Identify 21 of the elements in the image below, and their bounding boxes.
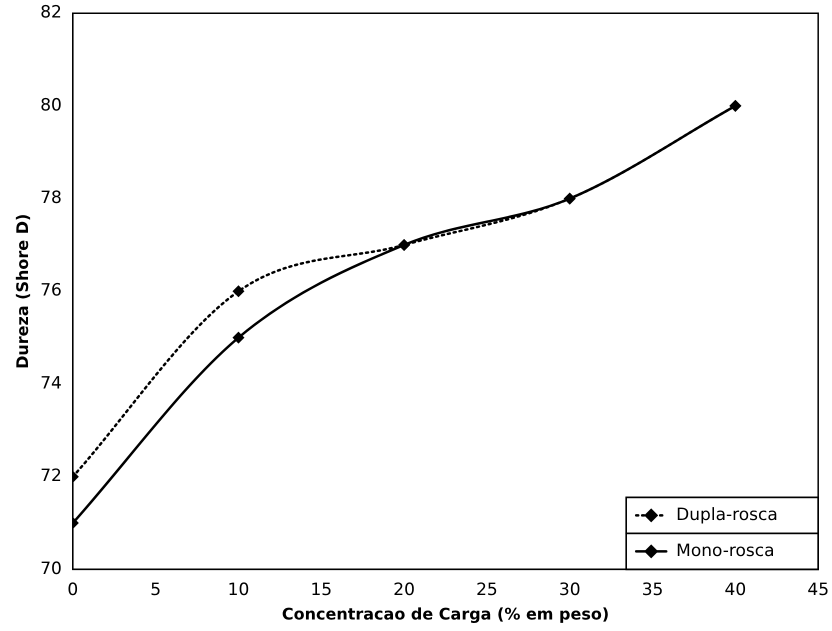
y-tick-label: 74	[40, 373, 62, 394]
y-tick-label: 76	[40, 280, 62, 301]
x-tick-label: 40	[724, 580, 746, 600]
y-tick-label: 72	[40, 466, 62, 486]
y-tick-label: 78	[40, 188, 62, 208]
y-tick-label: 82	[40, 2, 62, 23]
x-tick-label: 45	[807, 580, 830, 600]
x-tick-label: 35	[642, 580, 664, 600]
x-axis-title: Concentracao de Carga (% em peso)	[282, 604, 610, 624]
x-tick-label: 20	[393, 580, 415, 600]
x-tick-label: 0	[67, 580, 78, 600]
x-tick-label: 30	[558, 580, 581, 600]
y-tick-label: 70	[40, 558, 62, 579]
legend-label: Dupla-rosca	[676, 504, 778, 525]
x-tick-label: 15	[310, 580, 332, 600]
x-tick-label: 5	[150, 580, 162, 600]
x-tick-label: 25	[476, 580, 498, 600]
y-tick-label: 80	[40, 95, 62, 116]
legend-label: Mono-rosca	[676, 540, 775, 561]
x-tick-label: 10	[228, 580, 250, 600]
y-axis-title: Dureza (Shore D)	[12, 214, 32, 369]
